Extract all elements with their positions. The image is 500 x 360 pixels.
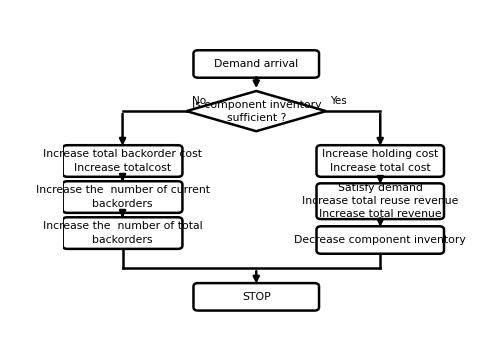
Text: Increase the  number of current
backorders: Increase the number of current backorder…: [36, 185, 210, 209]
FancyBboxPatch shape: [62, 145, 182, 177]
Text: Yes: Yes: [330, 96, 346, 106]
Text: Is component inventory
sufficient ?: Is component inventory sufficient ?: [192, 99, 321, 123]
Text: Satisfy demand
Increase total reuse revenue
Increase total revenue: Satisfy demand Increase total reuse reve…: [302, 183, 458, 219]
Text: Increase total backorder cost
Increase totalcost: Increase total backorder cost Increase t…: [43, 149, 202, 172]
Text: No: No: [192, 96, 206, 106]
Text: Decrease component inventory: Decrease component inventory: [294, 235, 466, 245]
Text: Increase the  number of total
backorders: Increase the number of total backorders: [43, 221, 203, 245]
FancyBboxPatch shape: [62, 181, 182, 213]
Text: Increase holding cost
Increase total cost: Increase holding cost Increase total cos…: [322, 149, 438, 172]
Polygon shape: [186, 91, 326, 131]
FancyBboxPatch shape: [194, 283, 319, 311]
FancyBboxPatch shape: [62, 217, 182, 249]
Text: Demand arrival: Demand arrival: [214, 59, 298, 69]
FancyBboxPatch shape: [194, 50, 319, 78]
FancyBboxPatch shape: [316, 145, 444, 177]
FancyBboxPatch shape: [316, 226, 444, 254]
FancyBboxPatch shape: [316, 183, 444, 219]
Text: STOP: STOP: [242, 292, 270, 302]
